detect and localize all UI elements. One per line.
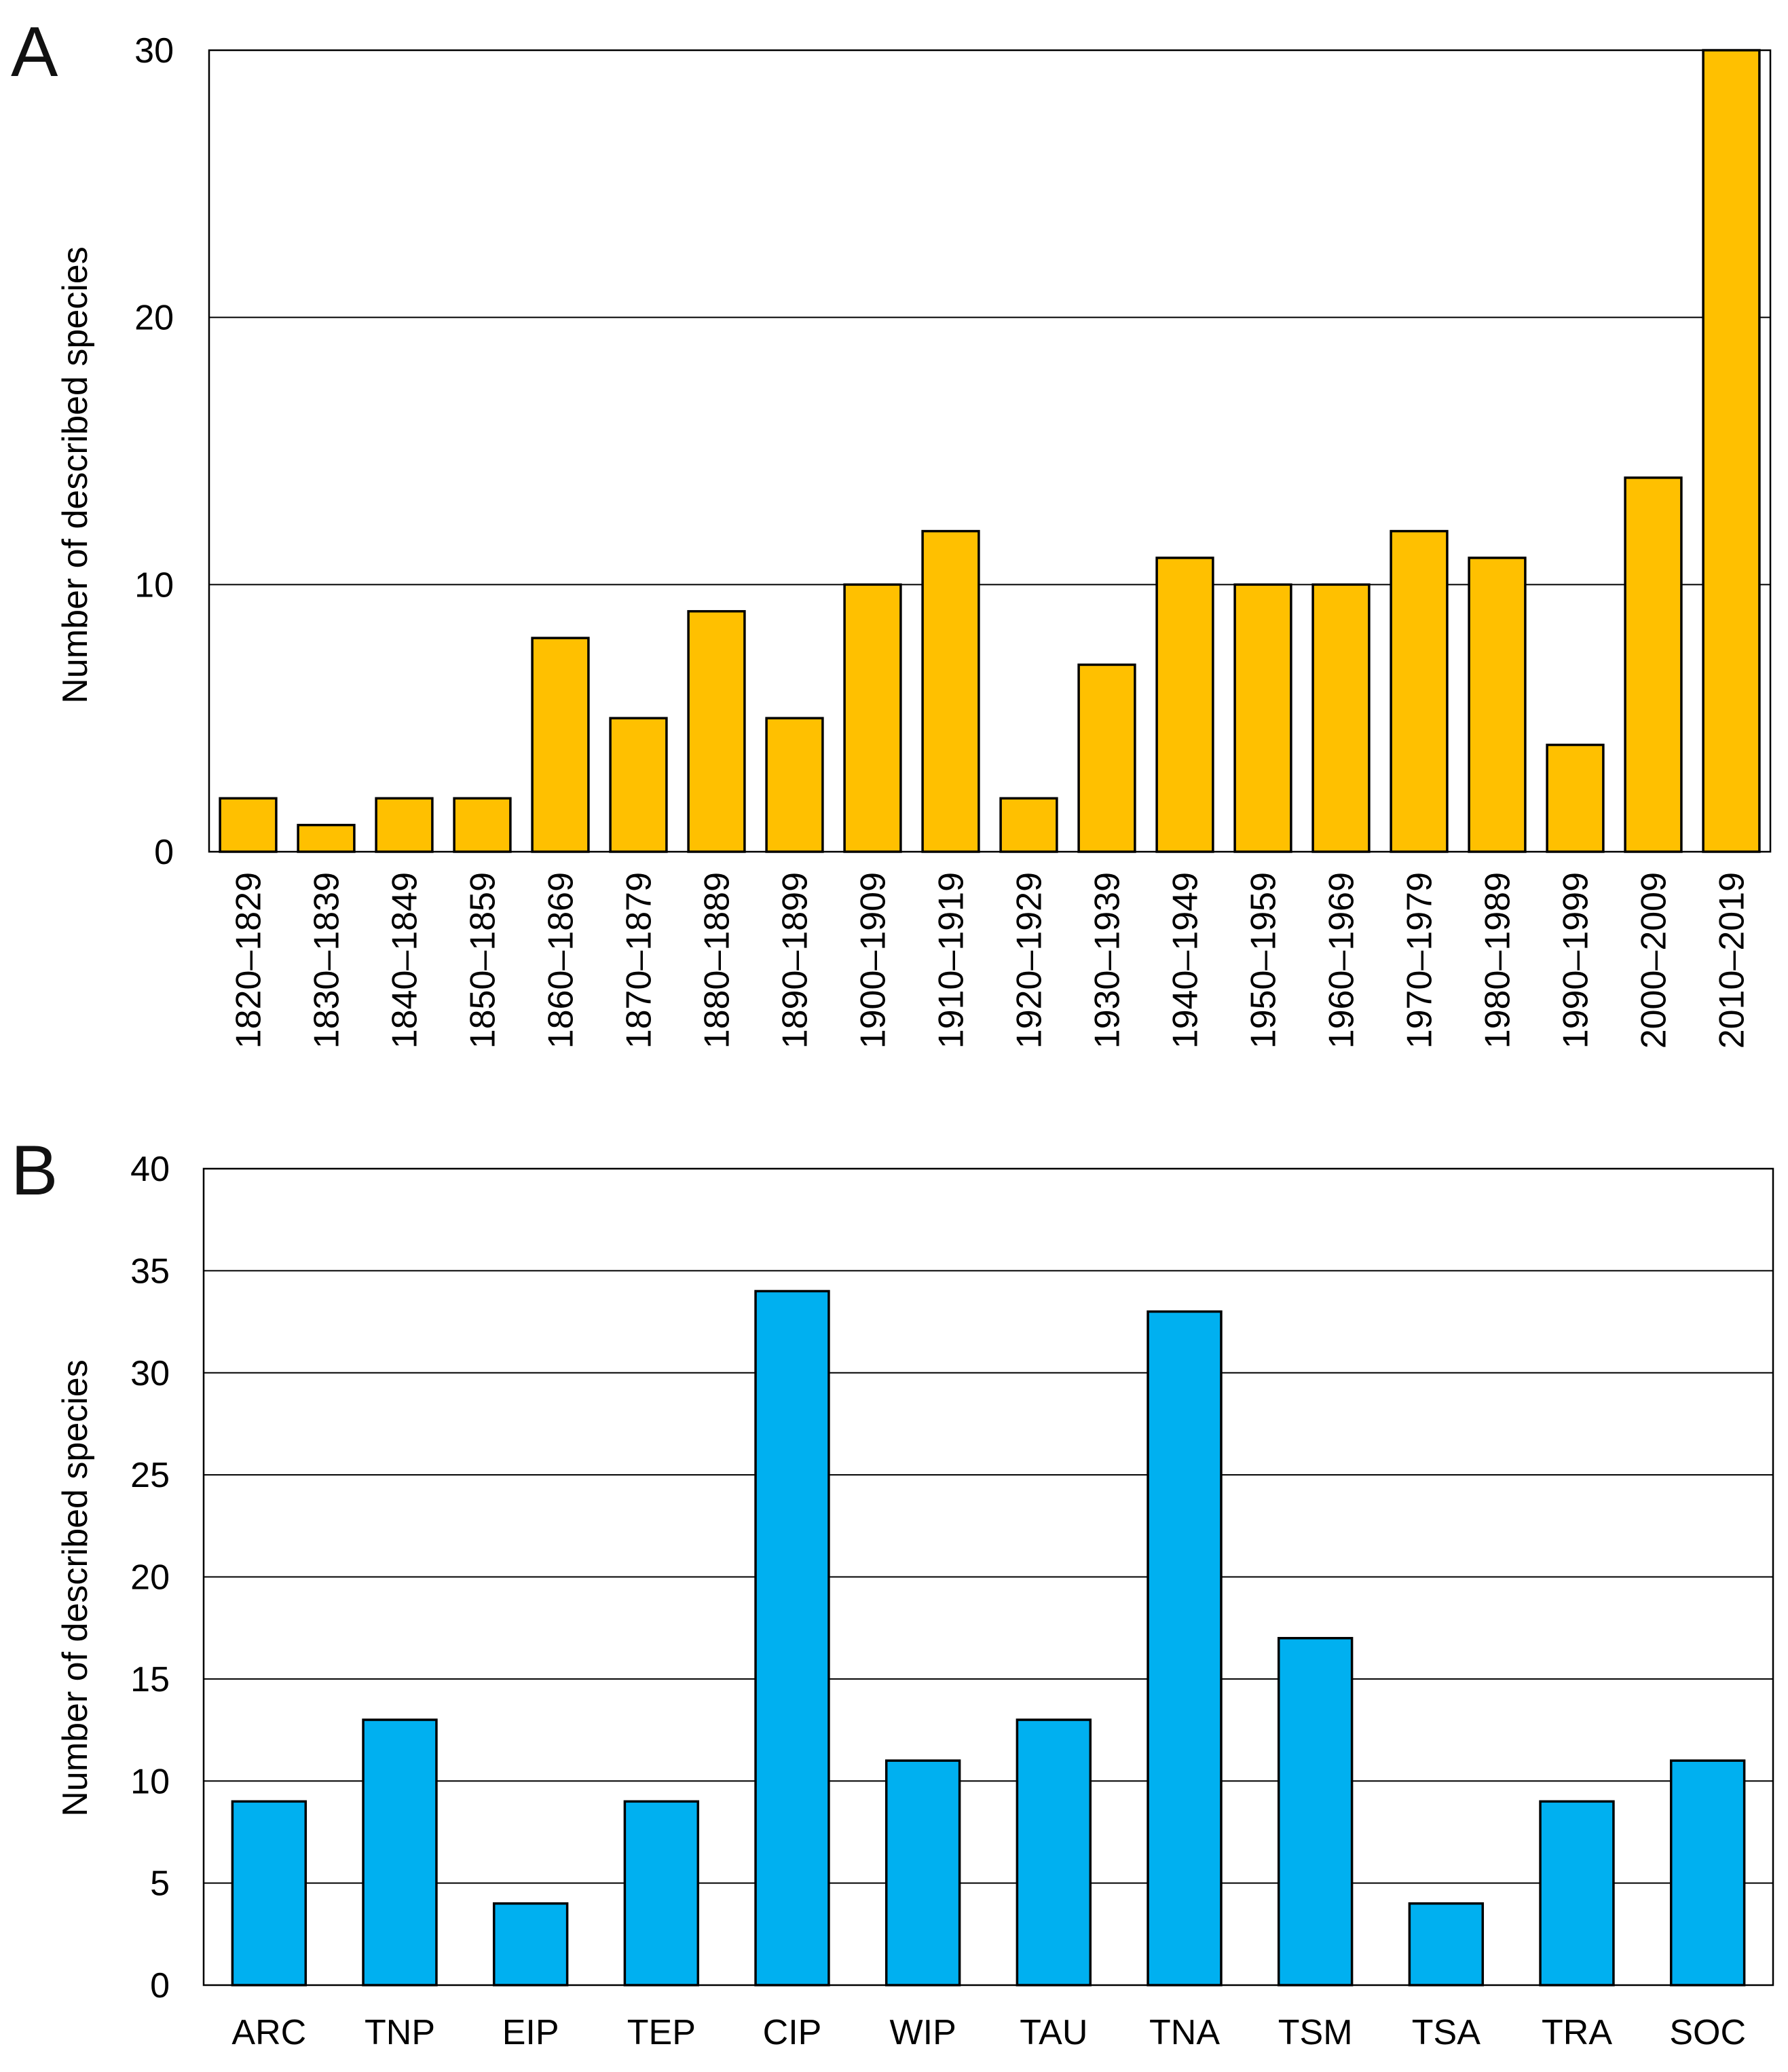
x-tick-label: 1820–1829 <box>229 872 269 1049</box>
bar-1960–1969 <box>1311 583 1371 853</box>
bar-1990–1999 <box>1546 743 1605 853</box>
x-tick-label: 1930–1939 <box>1088 872 1128 1049</box>
y-tick-label: 30 <box>134 31 174 71</box>
x-tick-label: 1860–1869 <box>542 872 581 1049</box>
chart-panel-b: B 0 5 10 15 20 25 30 35 40 ARC TNP EIP TEP CIP WIP TAU… <box>11 1131 1774 2052</box>
bar-tep <box>623 1800 700 1986</box>
bar-2010–2019 <box>1702 49 1761 853</box>
x-tick-label: TRA <box>1542 2013 1612 2052</box>
panel-label-a: A <box>11 13 58 92</box>
x-tick-label: 1890–1899 <box>776 872 815 1049</box>
bar-cip <box>754 1289 830 1986</box>
x-tick-label: 1980–1989 <box>1478 872 1518 1049</box>
bar-1900–1909 <box>843 583 902 853</box>
y-tick-label: 20 <box>130 1558 170 1598</box>
x-tick-label: 2000–2009 <box>1635 872 1674 1049</box>
x-ticks-a: 1820–1829 1830–1839 1840–1849 1850–1859 1860… <box>229 872 1752 1049</box>
y-tick-label: 0 <box>154 833 174 872</box>
y-tick-label: 30 <box>130 1354 170 1393</box>
x-tick-label: 1940–1949 <box>1166 872 1206 1049</box>
bars-a <box>219 49 1761 853</box>
x-tick-label: SOC <box>1669 2013 1746 2052</box>
bar-1880–1889 <box>687 609 746 853</box>
bar-1860–1869 <box>531 637 590 853</box>
y-tick-label: 25 <box>130 1456 170 1495</box>
x-tick-label: TEP <box>627 2013 696 2052</box>
bar-1840–1849 <box>375 797 434 853</box>
x-tick-label: TNP <box>365 2013 435 2052</box>
x-tick-label: WIP <box>890 2013 956 2052</box>
bar-tsa <box>1408 1902 1485 1986</box>
x-tick-label: 1850–1859 <box>464 872 503 1049</box>
x-tick-label: 1830–1839 <box>308 872 347 1049</box>
x-tick-label: 1900–1909 <box>854 872 893 1049</box>
x-tick-label: 1840–1849 <box>386 872 425 1049</box>
bar-1820–1829 <box>219 797 278 853</box>
bar-wip <box>884 1759 961 1986</box>
bar-tnp <box>362 1718 438 1986</box>
x-tick-label: 1990–1999 <box>1557 872 1596 1049</box>
bar-1950–1959 <box>1233 583 1292 853</box>
bar-1970–1979 <box>1390 529 1449 853</box>
bar-eip <box>492 1902 569 1986</box>
x-ticks-b: ARC TNP EIP TEP CIP WIP TAU TNA TSM TSA TRA SOC <box>231 2013 1746 2052</box>
y-ticks-b: 0 5 10 15 20 25 30 35 40 <box>130 1150 170 2005</box>
bar-1850–1859 <box>453 797 512 853</box>
panel-label-b: B <box>11 1131 58 1210</box>
x-tick-label: 1970–1979 <box>1400 872 1440 1049</box>
bar-arc <box>231 1800 308 1986</box>
x-tick-label: 1950–1959 <box>1244 872 1284 1049</box>
bars-b <box>231 1289 1746 1986</box>
y-axis-label-b: Number of described species <box>56 1359 95 1816</box>
y-tick-label: 5 <box>150 1864 170 1904</box>
y-tick-label: 20 <box>134 299 174 338</box>
bar-1830–1839 <box>297 823 356 853</box>
grid-b <box>204 1270 1773 1884</box>
bar-1980–1989 <box>1468 557 1527 853</box>
bar-soc <box>1669 1759 1746 1986</box>
plot-frame-b <box>202 1167 1774 1986</box>
bar-tsm <box>1277 1636 1354 1986</box>
x-tick-label: TNA <box>1149 2013 1220 2052</box>
y-tick-label: 0 <box>150 1966 170 2005</box>
y-tick-label: 15 <box>130 1660 170 1699</box>
x-tick-label: 1960–1969 <box>1322 872 1362 1049</box>
x-tick-label: 1910–1919 <box>932 872 971 1049</box>
x-tick-label: TAU <box>1020 2013 1087 2052</box>
y-axis-label-a: Number of described species <box>56 246 95 703</box>
y-tick-label: 35 <box>130 1251 170 1291</box>
x-tick-label: 1870–1879 <box>620 872 659 1049</box>
y-tick-label: 10 <box>134 565 174 605</box>
bar-1910–1919 <box>921 529 980 853</box>
bar-1870–1879 <box>609 717 668 853</box>
x-tick-label: TSA <box>1412 2013 1480 2052</box>
y-tick-label: 10 <box>130 1762 170 1801</box>
bar-tna <box>1147 1310 1223 1986</box>
grid-a <box>209 316 1770 586</box>
x-tick-label: 2010–2019 <box>1713 872 1752 1049</box>
chart-panel-a: A 0 10 20 30 1820–1829 1830–1839 1840–1849 185… <box>11 13 1772 1049</box>
x-tick-label: 1880–1889 <box>698 872 737 1049</box>
y-tick-label: 40 <box>130 1150 170 1189</box>
bar-tra <box>1539 1800 1615 1986</box>
bar-tau <box>1016 1718 1092 1986</box>
x-tick-label: EIP <box>502 2013 559 2052</box>
x-tick-label: 1920–1929 <box>1010 872 1049 1049</box>
x-tick-label: TSM <box>1278 2013 1353 2052</box>
bar-1920–1929 <box>999 797 1058 853</box>
bar-1890–1899 <box>765 717 824 853</box>
bar-1940–1949 <box>1155 557 1214 853</box>
plot-frame-a <box>208 49 1772 853</box>
x-tick-label: ARC <box>231 2013 306 2052</box>
x-tick-label: CIP <box>763 2013 822 2052</box>
bar-2000–2009 <box>1624 476 1683 853</box>
bar-1930–1939 <box>1077 663 1136 853</box>
y-ticks-a: 0 10 20 30 <box>134 31 174 872</box>
